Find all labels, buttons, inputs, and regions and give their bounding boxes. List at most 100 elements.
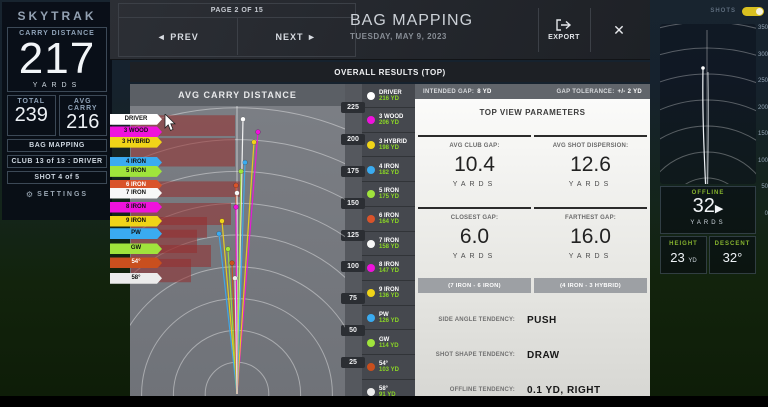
descent-label: DESCENT <box>714 241 751 247</box>
legend-club-name: DRIVER <box>379 89 402 96</box>
legend-club-carry: 136 YD <box>379 293 399 300</box>
legend-club-name: 54° <box>379 361 389 368</box>
legend-row-9-iron[interactable]: 9 IRON 136 YD <box>362 282 415 306</box>
stat-cell: AVG SHOT DISPERSION: 12.6 YARDS <box>534 135 647 188</box>
legend-club-name: 58° <box>379 385 389 392</box>
ring-scale-value: 200 <box>341 134 365 146</box>
overall-results-title: OVERALL RESULTS (TOP) <box>334 67 446 77</box>
shots-toggle[interactable] <box>742 6 764 16</box>
legend-row-6-iron[interactable]: 6 IRON 164 YD <box>362 208 415 232</box>
stat-label: AVG SHOT DISPERSION: <box>552 143 629 149</box>
settings-label: SETTINGS <box>37 191 89 198</box>
gear-icon: ⚙ <box>25 190 34 199</box>
export-icon <box>556 19 572 31</box>
stat-unit: YARDS <box>568 181 613 188</box>
club-color-dot <box>367 91 375 100</box>
mode-label: BAG MAPPING <box>29 142 85 149</box>
intended-gap: INTENDED GAP: 8 YD <box>423 88 492 95</box>
legend-club-carry: 103 YD <box>379 367 399 374</box>
export-button[interactable]: EXPORT <box>540 10 588 50</box>
legend-row-gw[interactable]: GW 114 YD <box>362 331 415 355</box>
avg-carry-box: AVG CARRY 216 <box>58 95 107 136</box>
ring-scale-value: 225 <box>341 102 365 114</box>
stat-cell: AVG CLUB GAP: 10.4 YARDS <box>418 135 531 188</box>
legend-club-name: 3 HYBRID <box>379 138 408 145</box>
tendency-row: SIDE ANGLE TENDENCY: PUSH <box>415 303 650 337</box>
stat-value: 16.0 <box>570 225 611 248</box>
close-button[interactable]: ✕ <box>613 21 625 38</box>
stat-label: AVG CLUB GAP: <box>449 143 500 149</box>
ring-scale-value: 50 <box>341 324 365 336</box>
shot-stats-sidebar: SKYTRAK CARRY DISTANCE 217 YARDS TOTAL 2… <box>2 2 112 220</box>
next-page-button[interactable]: NEXT ► <box>275 31 317 42</box>
stat-value: 10.4 <box>454 153 495 176</box>
club-color-dot <box>367 165 375 174</box>
tendency-label: OFFLINE TENDENCY: <box>449 387 515 393</box>
page-indicator: PAGE 2 OF 15 <box>119 4 355 18</box>
parameters-title: TOP VIEW PARAMETERS <box>479 108 586 117</box>
mini-scale-value: 250 <box>757 78 768 84</box>
stat-value: 12.6 <box>570 153 611 176</box>
tendency-value: 0.1 YD, RIGHT <box>527 384 601 396</box>
legend-club-carry: 206 YD <box>379 120 399 127</box>
divider <box>538 8 539 52</box>
club-color-dot <box>367 289 375 298</box>
legend-row-5-iron[interactable]: 5 IRON 175 YD <box>362 183 415 207</box>
legend-club-name: 5 IRON <box>379 188 400 195</box>
shot-progress-box: SHOT 4 of 5 <box>7 171 107 184</box>
prev-page-button[interactable]: ◄ PREV <box>119 18 238 55</box>
legend-row-8-iron[interactable]: 8 IRON 147 YD <box>362 257 415 281</box>
offline-unit: YARDS <box>690 220 726 226</box>
legend-club-carry: 216 YD <box>379 95 399 102</box>
club-tag: 58° <box>110 273 162 284</box>
legend-club-name: GW <box>379 336 390 343</box>
stat-value: 6.0 <box>459 225 490 248</box>
export-label: EXPORT <box>548 34 580 41</box>
club-tag: 9 IRON <box>110 216 162 227</box>
top-bar: PAGE 2 OF 15 ◄ PREV NEXT ► BAG MAPPING T… <box>110 0 650 60</box>
legend-row-pw[interactable]: PW 126 YD <box>362 306 415 331</box>
avg-carry-chart-panel: AVG CARRY DISTANCE <box>130 84 345 405</box>
height-label: HEIGHT <box>669 241 698 247</box>
legend-row-3-hybrid[interactable]: 3 HYBRID 198 YD <box>362 133 415 158</box>
club-legend-column: DRIVER 216 YD 3 WOOD 206 YD 3 HYBRID 198 YD 4 … <box>362 84 415 405</box>
legend-club-carry: 158 YD <box>379 243 399 250</box>
club-tag: DRIVER <box>110 114 162 125</box>
screen-date: TUESDAY, MAY 9, 2023 <box>350 32 447 41</box>
legend-row-driver[interactable]: DRIVER 216 YD <box>362 84 415 108</box>
tendency-row: SHOT SHAPE TENDENCY: DRAW <box>415 338 650 372</box>
legend-row-4-iron[interactable]: 4 IRON 182 YD <box>362 158 415 183</box>
legend-row-3-wood[interactable]: 3 WOOD 206 YD <box>362 109 415 133</box>
offline-value: 32▶ <box>692 195 724 217</box>
divider <box>590 8 591 52</box>
stat-label: FARTHEST GAP: <box>565 215 616 221</box>
ring-scale-value: 25 <box>341 356 365 368</box>
tendency-value: PUSH <box>527 314 557 326</box>
club-color-dot <box>367 239 375 248</box>
club-color-dot <box>367 116 375 125</box>
chart-title: AVG CARRY DISTANCE <box>178 90 297 100</box>
ring-scale-strip <box>345 84 362 405</box>
mini-top-view <box>660 24 756 184</box>
legend-club-name: 3 WOOD <box>379 114 404 121</box>
mini-scale-value: 0 <box>764 210 768 217</box>
bottom-black-bar <box>0 396 768 405</box>
stat-unit: YARDS <box>452 253 497 260</box>
club-progress-label: CLUB 13 of 13 : DRIVER <box>11 158 103 165</box>
club-color-dot <box>367 190 375 199</box>
page-navigation: PAGE 2 OF 15 ◄ PREV NEXT ► <box>118 3 356 57</box>
height-value: 23 YD <box>670 250 697 265</box>
legend-row-54-[interactable]: 54° 103 YD <box>362 356 415 380</box>
club-tag: 54° <box>110 257 162 268</box>
screen-title: BAG MAPPING <box>350 12 474 29</box>
shots-toggle-row: SHOTS <box>688 5 764 17</box>
settings-button[interactable]: ⚙ SETTINGS <box>7 187 107 202</box>
tendency-label: SIDE ANGLE TENDENCY: <box>438 317 515 323</box>
club-progress-box: CLUB 13 of 13 : DRIVER <box>7 155 107 168</box>
direction-right-icon: ▶ <box>714 203 724 215</box>
mode-box: BAG MAPPING <box>7 139 107 152</box>
club-color-dot <box>367 338 375 347</box>
mini-scale-value: 300 <box>757 51 768 58</box>
legend-row-7-iron[interactable]: 7 IRON 158 YD <box>362 232 415 257</box>
legend-club-carry: 198 YD <box>379 144 399 151</box>
